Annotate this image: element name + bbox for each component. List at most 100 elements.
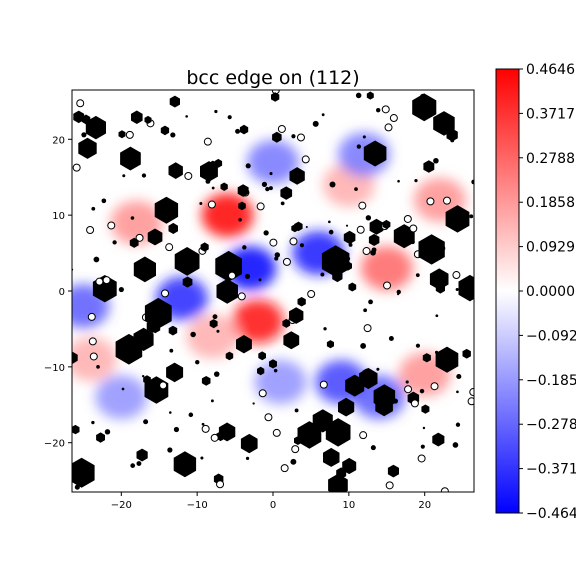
atom-hexagon [382, 219, 391, 229]
atom-dot [293, 313, 297, 317]
colorbar-tick-label: −0.1858 [526, 373, 576, 389]
atom-open [135, 233, 144, 242]
atom-dot [348, 242, 353, 247]
atom-hexagon [160, 125, 170, 136]
atom-dot [130, 216, 135, 220]
field-peak-1 [231, 299, 284, 344]
atom-hexagon [348, 282, 357, 292]
atom-hexagon [429, 268, 449, 290]
atom-dot [122, 174, 126, 178]
atom-dot [363, 308, 368, 313]
atom-hexagon [269, 359, 277, 369]
atom-open [404, 385, 413, 394]
atom-hexagon [144, 297, 172, 329]
atom-dot [245, 163, 251, 169]
atom-hexagon [240, 433, 258, 454]
atom-hexagon [412, 93, 437, 122]
atom-dot [190, 331, 196, 338]
atom-dot [456, 390, 459, 394]
atom-dot [185, 115, 188, 118]
field-peak-2 [360, 246, 413, 291]
atom-dot [188, 412, 194, 418]
atom-dot [170, 132, 176, 138]
atom-hexagon [421, 404, 430, 414]
atom-open [165, 243, 174, 252]
atom-dot [205, 178, 211, 184]
atom-dot [81, 132, 87, 138]
atom-dot [328, 229, 334, 235]
x-tick-label: 20 [418, 500, 431, 511]
atom-hexagon [225, 351, 234, 361]
atom-dot [201, 422, 205, 426]
atom-dot [433, 157, 439, 164]
atom-dot [74, 484, 80, 490]
atom-hexagon [258, 351, 266, 361]
atom-dot [414, 179, 418, 183]
atom-open [88, 337, 97, 346]
atom-dot [452, 442, 459, 448]
field-peak-17 [95, 375, 148, 420]
atom-hexagon [445, 205, 470, 233]
y-tick-label: −10 [44, 363, 65, 374]
atom-hexagon [432, 432, 445, 447]
atom-dot [169, 411, 172, 414]
colorbar-tick-label: 0.1858 [526, 195, 575, 211]
colorbar-tick-label: −0.3717 [526, 462, 576, 478]
x-tick-label: 0 [270, 500, 276, 511]
atom-open [264, 413, 273, 422]
atom-hexagon [238, 201, 246, 211]
atom-open [385, 481, 394, 490]
atom-hexagon [133, 256, 156, 283]
atom-dot [434, 350, 439, 354]
atom-hexagon [462, 348, 471, 359]
atom-hexagon [218, 422, 236, 442]
atom-dot [273, 368, 278, 373]
atom-dot [362, 135, 366, 139]
atom-dot [415, 343, 421, 348]
atom-dot [450, 138, 455, 143]
atom-dot [213, 371, 220, 377]
atom-hexagon [144, 115, 152, 124]
atom-open [417, 454, 426, 463]
atom-hexagon [458, 274, 474, 302]
atom-dot [104, 429, 111, 435]
atom-open [469, 388, 474, 397]
y-tick-label: 10 [52, 211, 65, 222]
atom-hexagon [209, 319, 218, 329]
atom-dot [360, 343, 367, 349]
atom-dot [96, 364, 100, 369]
colorbar-tick-label: −0.4646 [526, 506, 576, 522]
atom-dot [91, 206, 96, 211]
atom-dot [130, 463, 136, 468]
atom-dot [435, 314, 439, 318]
atom-dot [419, 388, 425, 394]
atom-hexagon [150, 321, 161, 334]
atom-open [409, 224, 418, 233]
atom-dot [368, 299, 373, 305]
atom-hexagon [387, 464, 399, 478]
atom-hexagon [237, 184, 249, 197]
atom-hexagon [283, 331, 300, 350]
atom-dot [269, 172, 273, 176]
atom-hexagon [168, 222, 178, 234]
atom-hexagon [294, 221, 303, 232]
atom-open [403, 214, 412, 223]
atom-open [125, 130, 134, 139]
atom-hexagon [133, 327, 154, 351]
atom-hexagon [96, 432, 105, 443]
atom-hexagon [373, 384, 396, 410]
atom-dot [388, 336, 394, 341]
atom-dot [392, 398, 399, 404]
chart-title: bcc edge on (112) [186, 67, 359, 89]
atom-dot [397, 179, 400, 183]
atom-open [256, 202, 265, 211]
atom-dot [143, 419, 149, 425]
atom-hexagon [169, 95, 180, 108]
atom-dot [101, 198, 107, 204]
atom-hexagon [216, 278, 238, 304]
atom-dot [290, 458, 297, 465]
atom-dot [405, 230, 409, 234]
atom-dot [210, 399, 214, 403]
atom-dot [455, 287, 459, 292]
atom-open [296, 133, 305, 142]
